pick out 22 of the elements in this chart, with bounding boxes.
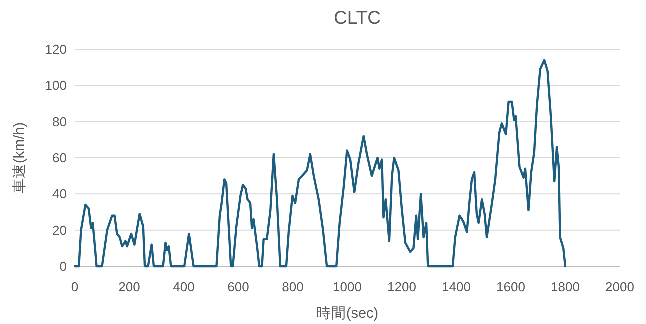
x-tick-label: 800 <box>282 280 304 294</box>
x-tick-label: 1000 <box>333 280 362 294</box>
y-tick-label: 100 <box>45 78 67 94</box>
y-tick-label: 40 <box>52 186 67 202</box>
y-tick-label: 120 <box>45 42 67 57</box>
line-series <box>74 59 567 268</box>
x-tick-label: 1200 <box>388 280 416 294</box>
y-tick-label: 0 <box>60 259 67 274</box>
y-tick-label: 20 <box>52 222 67 238</box>
x-tick-label: 2000 <box>606 280 634 294</box>
y-axis-title: 車速(km/h) <box>11 122 28 194</box>
x-tick-label: 200 <box>118 280 140 294</box>
x-tick-label: 1600 <box>496 280 526 294</box>
chart-title: CLTC <box>334 7 381 28</box>
x-axis-title: 時間(sec) <box>316 305 379 322</box>
x-tick-label: 0 <box>71 280 79 294</box>
x-tick-label: 1400 <box>442 280 471 294</box>
x-tick-label: 1800 <box>551 280 580 294</box>
x-tick-label: 600 <box>228 280 250 294</box>
y-tick-label: 60 <box>52 150 67 166</box>
y-tick-label: 80 <box>52 114 67 130</box>
x-tick-label: 400 <box>173 280 195 294</box>
